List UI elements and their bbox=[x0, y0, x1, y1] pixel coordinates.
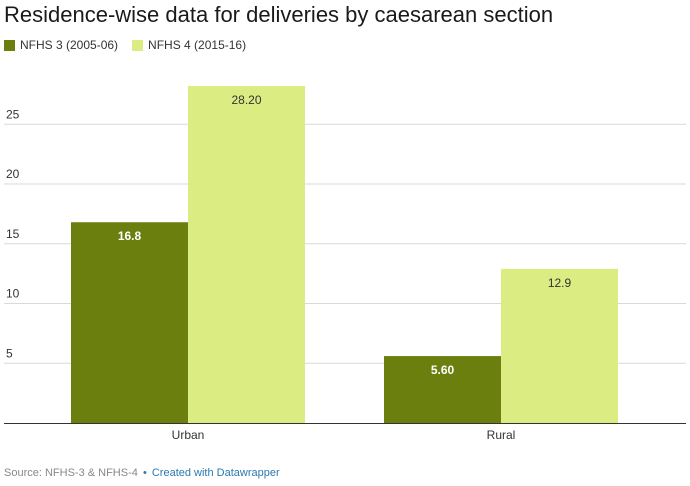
legend-item-series-2: NFHS 4 (2015-16) bbox=[132, 38, 246, 52]
bar-rural-series-1 bbox=[384, 356, 501, 423]
legend-label-series-2: NFHS 4 (2015-16) bbox=[148, 38, 247, 52]
footer-separator: • bbox=[142, 467, 147, 479]
y-tick-label-15: 15 bbox=[6, 227, 20, 241]
y-tick-label-25: 25 bbox=[6, 107, 20, 121]
bar-urban-series-1 bbox=[71, 222, 188, 423]
y-tick-label-20: 20 bbox=[6, 167, 20, 181]
x-tick-label-urban: Urban bbox=[172, 428, 205, 442]
data-label-rural-series-1: 5.60 bbox=[431, 363, 455, 377]
y-tick-label-5: 5 bbox=[6, 346, 13, 360]
chart-title: Residence-wise data for deliveries by ca… bbox=[4, 2, 554, 27]
bar-rural-series-2 bbox=[501, 268, 618, 423]
data-label-urban-series-2: 28.20 bbox=[231, 93, 261, 107]
datawrapper-credit-link[interactable]: Created with Datawrapper bbox=[151, 467, 280, 479]
x-tick-label-rural: Rural bbox=[487, 428, 516, 442]
source-text: Source: NFHS-3 & NFHS-4 bbox=[4, 467, 138, 479]
legend-label-series-1: NFHS 3 (2005-06) bbox=[20, 38, 119, 52]
footer: Source: NFHS-3 & NFHS-4 • Created with D… bbox=[4, 467, 280, 479]
legend-item-series-1: NFHS 3 (2005-06) bbox=[4, 38, 118, 52]
y-tick-label-10: 10 bbox=[6, 287, 20, 301]
data-label-urban-series-1: 16.8 bbox=[118, 229, 142, 243]
legend-swatch-series-1 bbox=[4, 39, 15, 51]
legend: NFHS 3 (2005-06) NFHS 4 (2015-16) bbox=[4, 38, 246, 52]
legend-swatch-series-2 bbox=[132, 39, 144, 51]
bar-urban-series-2 bbox=[188, 86, 305, 423]
data-label-rural-series-2: 12.9 bbox=[548, 276, 572, 290]
